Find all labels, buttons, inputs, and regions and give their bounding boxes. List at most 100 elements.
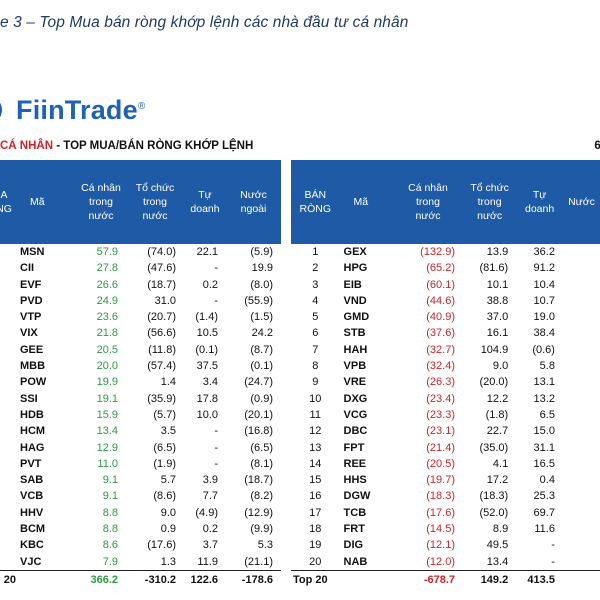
institution-value: 5.7 (160, 474, 176, 487)
table-row: 8 VPB (32.4) 9.0 5.8 (291, 358, 600, 374)
table-row: HAG 12.9 (6.5) - (6.5) (0, 440, 281, 456)
foreign-value: 19.9 (251, 262, 273, 275)
rank-cell (0, 260, 16, 276)
total-individual: -678.7 (392, 569, 464, 589)
institution-value: 104.9 (480, 343, 509, 356)
foreign-value: (8.2) (250, 490, 273, 503)
institution-value: 3.5 (160, 425, 176, 438)
table-row: CII 27.8 (47.6) - 19.9 (0, 260, 281, 276)
ticker-cell: TCB (343, 506, 367, 519)
institution-value: (1.8) (485, 408, 509, 421)
ticker-cell: GEE (20, 343, 44, 356)
proprietary-value: (0.1) (195, 343, 218, 356)
rank-cell: 5 (312, 311, 319, 324)
table-row: VTP 23.6 (20.7) (1.4) (1.5) (0, 309, 281, 325)
proprietary-value: 36.2 (533, 246, 555, 258)
foreign-value (563, 488, 600, 504)
column-header: Mã (339, 160, 393, 244)
ticker-cell: GEX (343, 246, 367, 258)
rank-cell (0, 244, 16, 260)
total-proprietary: 122.6 (184, 569, 226, 589)
rank-cell (0, 277, 16, 293)
rank-cell (0, 358, 16, 374)
individual-value: (65.2) (426, 262, 456, 275)
proprietary-value: 10.4 (533, 278, 555, 291)
institution-value: 17.2 (486, 474, 509, 487)
proprietary-value: 91.2 (533, 262, 555, 275)
individual-value: 21.8 (96, 327, 118, 340)
logo-wordmark: FiinTrade® (16, 94, 146, 125)
institution-value: 9.0 (160, 506, 176, 519)
foreign-value: 24.2 (251, 327, 273, 340)
table-row: GEE 20.5 (11.8) (0.1) (8.7) (0, 342, 281, 358)
institution-value: 9.0 (492, 360, 509, 373)
individual-value: 23.6 (96, 311, 118, 324)
institution-value: 31.0 (154, 294, 176, 307)
institution-value: (20.0) (479, 376, 509, 389)
individual-value: (40.9) (426, 311, 456, 324)
proprietary-value: 10.7 (533, 294, 555, 307)
rank-cell (0, 374, 16, 390)
foreign-value (563, 472, 600, 488)
individual-value: (23.4) (426, 392, 456, 405)
individual-value: (132.9) (420, 246, 456, 258)
rank-cell (0, 423, 16, 439)
institution-value: (5.7) (153, 408, 176, 421)
total-foreign: -178.6 (226, 569, 281, 589)
proprietary-value: 15.0 (533, 425, 555, 438)
individual-value: (32.7) (426, 343, 456, 356)
institution-value: (6.5) (153, 441, 176, 454)
rank-cell (0, 325, 16, 341)
table-row: 15 HHS (19.7) 17.2 0.4 (291, 472, 600, 488)
institution-value: 16.1 (486, 327, 509, 340)
figure-caption: e 3 – Top Mua bán ròng khớp lệnh các nhà… (0, 14, 409, 31)
foreign-value (563, 440, 600, 456)
ticker-cell: FRT (343, 523, 365, 536)
rank-cell: 12 (309, 425, 322, 438)
individual-value: (19.7) (426, 474, 456, 487)
table-row: 7 HAH (32.7) 104.9 (0.6) (291, 342, 600, 358)
total-label: Top 20 (291, 569, 340, 589)
ticker-cell: REE (343, 457, 367, 470)
individual-value: (26.3) (426, 376, 456, 389)
table-row: EVF 26.6 (18.7) 0.2 (8.0) (0, 277, 281, 293)
total-institution: 149.2 (463, 569, 517, 589)
ticker-cell: MSN (20, 246, 45, 258)
proprietary-value: 10.5 (196, 327, 218, 340)
foreign-value: 5.3 (257, 539, 273, 552)
rank-cell: 10 (309, 392, 322, 405)
table-row: POW 19.9 1.4 3.4 (24.7) (0, 374, 281, 390)
column-header: Tự doanh (184, 160, 226, 244)
ticker-cell: HCM (20, 425, 46, 438)
individual-value: (21.4) (426, 441, 456, 454)
individual-value: 20.5 (96, 343, 118, 356)
table-row: 19 DIG (12.1) 49.5 - (291, 537, 600, 553)
proprietary-value: 22.1 (196, 246, 218, 258)
proprietary-value: 7.7 (202, 490, 218, 503)
table-row: 18 FRT (14.5) 8.9 11.6 (291, 521, 600, 537)
rank-cell (0, 342, 16, 358)
report-title: CÁ NHÂN - TOP MUA/BÁN RÒNG KHỚP LỆNH 6/ (0, 140, 600, 156)
ticker-cell: DXG (343, 392, 368, 405)
proprietary-value: 31.1 (533, 441, 555, 454)
foreign-value (563, 407, 600, 423)
institution-value: 22.7 (486, 425, 509, 438)
table-row: HDB 15.9 (5.7) 10.0 (20.1) (0, 407, 281, 423)
table-row: HCM 13.4 3.5 - (16.8) (0, 423, 281, 439)
table-row: PVT 11.0 (1.9) - (8.1) (0, 456, 281, 472)
table-row: MBB 20.0 (57.4) 37.5 (0.1) (0, 358, 281, 374)
table-separator (289, 160, 291, 580)
table-row: 12 DBC (23.1) 22.7 15.0 (291, 423, 600, 439)
rank-cell: 6 (312, 327, 319, 340)
institution-value: (35.0) (479, 441, 509, 454)
proprietary-value: 6.5 (539, 408, 555, 421)
individual-value: 11.0 (97, 457, 118, 470)
column-header: Mã (16, 160, 76, 244)
rank-cell: 20 (309, 555, 322, 568)
proprietary-value: 11.6 (534, 523, 555, 536)
table-row: VIX 21.8 (56.6) 10.5 24.2 (0, 325, 281, 341)
table-row: BCM 8.8 0.9 0.2 (9.9) (0, 521, 281, 537)
report-title-rest: - TOP MUA/BÁN RÒNG KHỚP LỆNH (53, 140, 254, 152)
table-row: 13 FPT (21.4) (35.0) 31.1 (291, 440, 600, 456)
